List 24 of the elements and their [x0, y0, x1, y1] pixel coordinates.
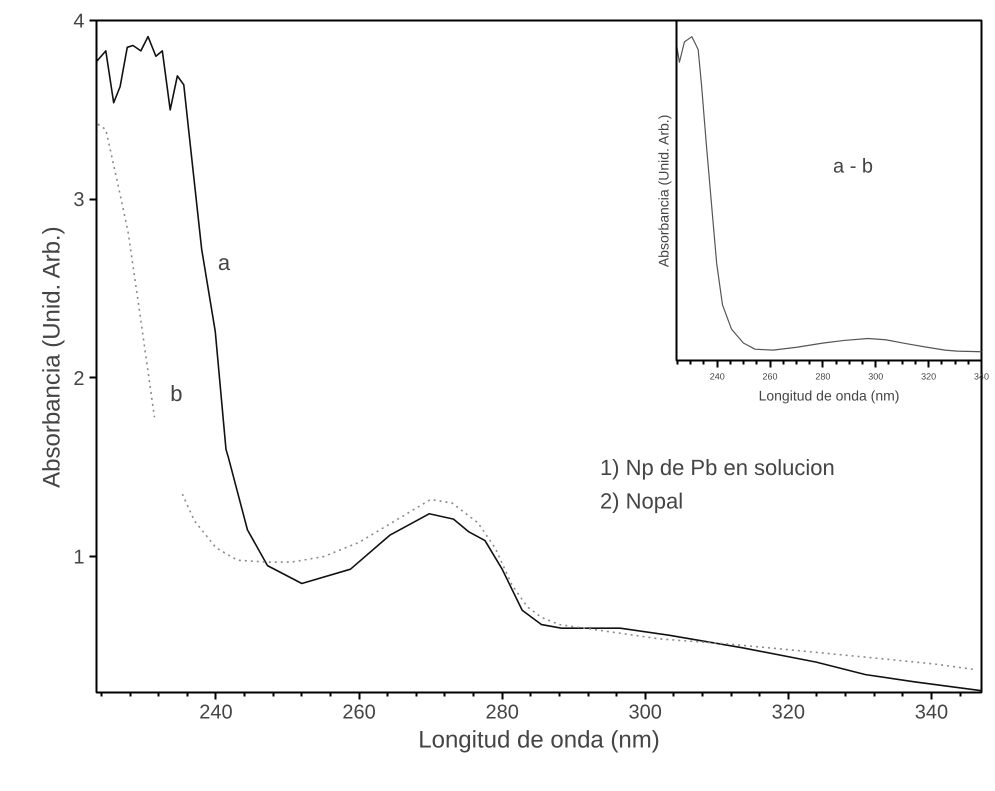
x-tick-label: 260: [342, 702, 376, 724]
y-tick-label: 4: [73, 10, 84, 32]
x-tick-label: 300: [628, 702, 662, 724]
x-axis-title: Longitud de onda (nm): [758, 388, 900, 404]
x-tick-label: 240: [199, 702, 233, 724]
y-tick-label: 3: [73, 189, 84, 212]
annotation: a: [218, 250, 231, 275]
y-tick-label: 2: [73, 368, 84, 390]
x-tick-label: 320: [772, 702, 806, 724]
x-tick-label: 240: [710, 372, 725, 382]
annotation: 1) Np de Pb en solucion: [600, 454, 835, 480]
x-tick-label: 320: [921, 372, 936, 382]
x-tick-label: 260: [762, 372, 778, 382]
annotation: b: [170, 380, 182, 406]
x-tick-label: 280: [485, 702, 519, 724]
x-tick-label: 280: [815, 372, 830, 382]
y-tick-label: 1: [73, 546, 84, 569]
y-axis-title: Absorbancia (Unid. Arb.): [38, 226, 66, 488]
y-axis-title: Absorbancia (Unid. Arb.): [656, 114, 672, 268]
annotation: 2) Nopal: [600, 488, 684, 514]
x-axis-title: Longitud de onda (nm): [418, 726, 660, 754]
annotation: a - b: [833, 156, 874, 178]
x-tick-label: 300: [868, 372, 884, 382]
x-tick-label: 340: [914, 702, 948, 724]
